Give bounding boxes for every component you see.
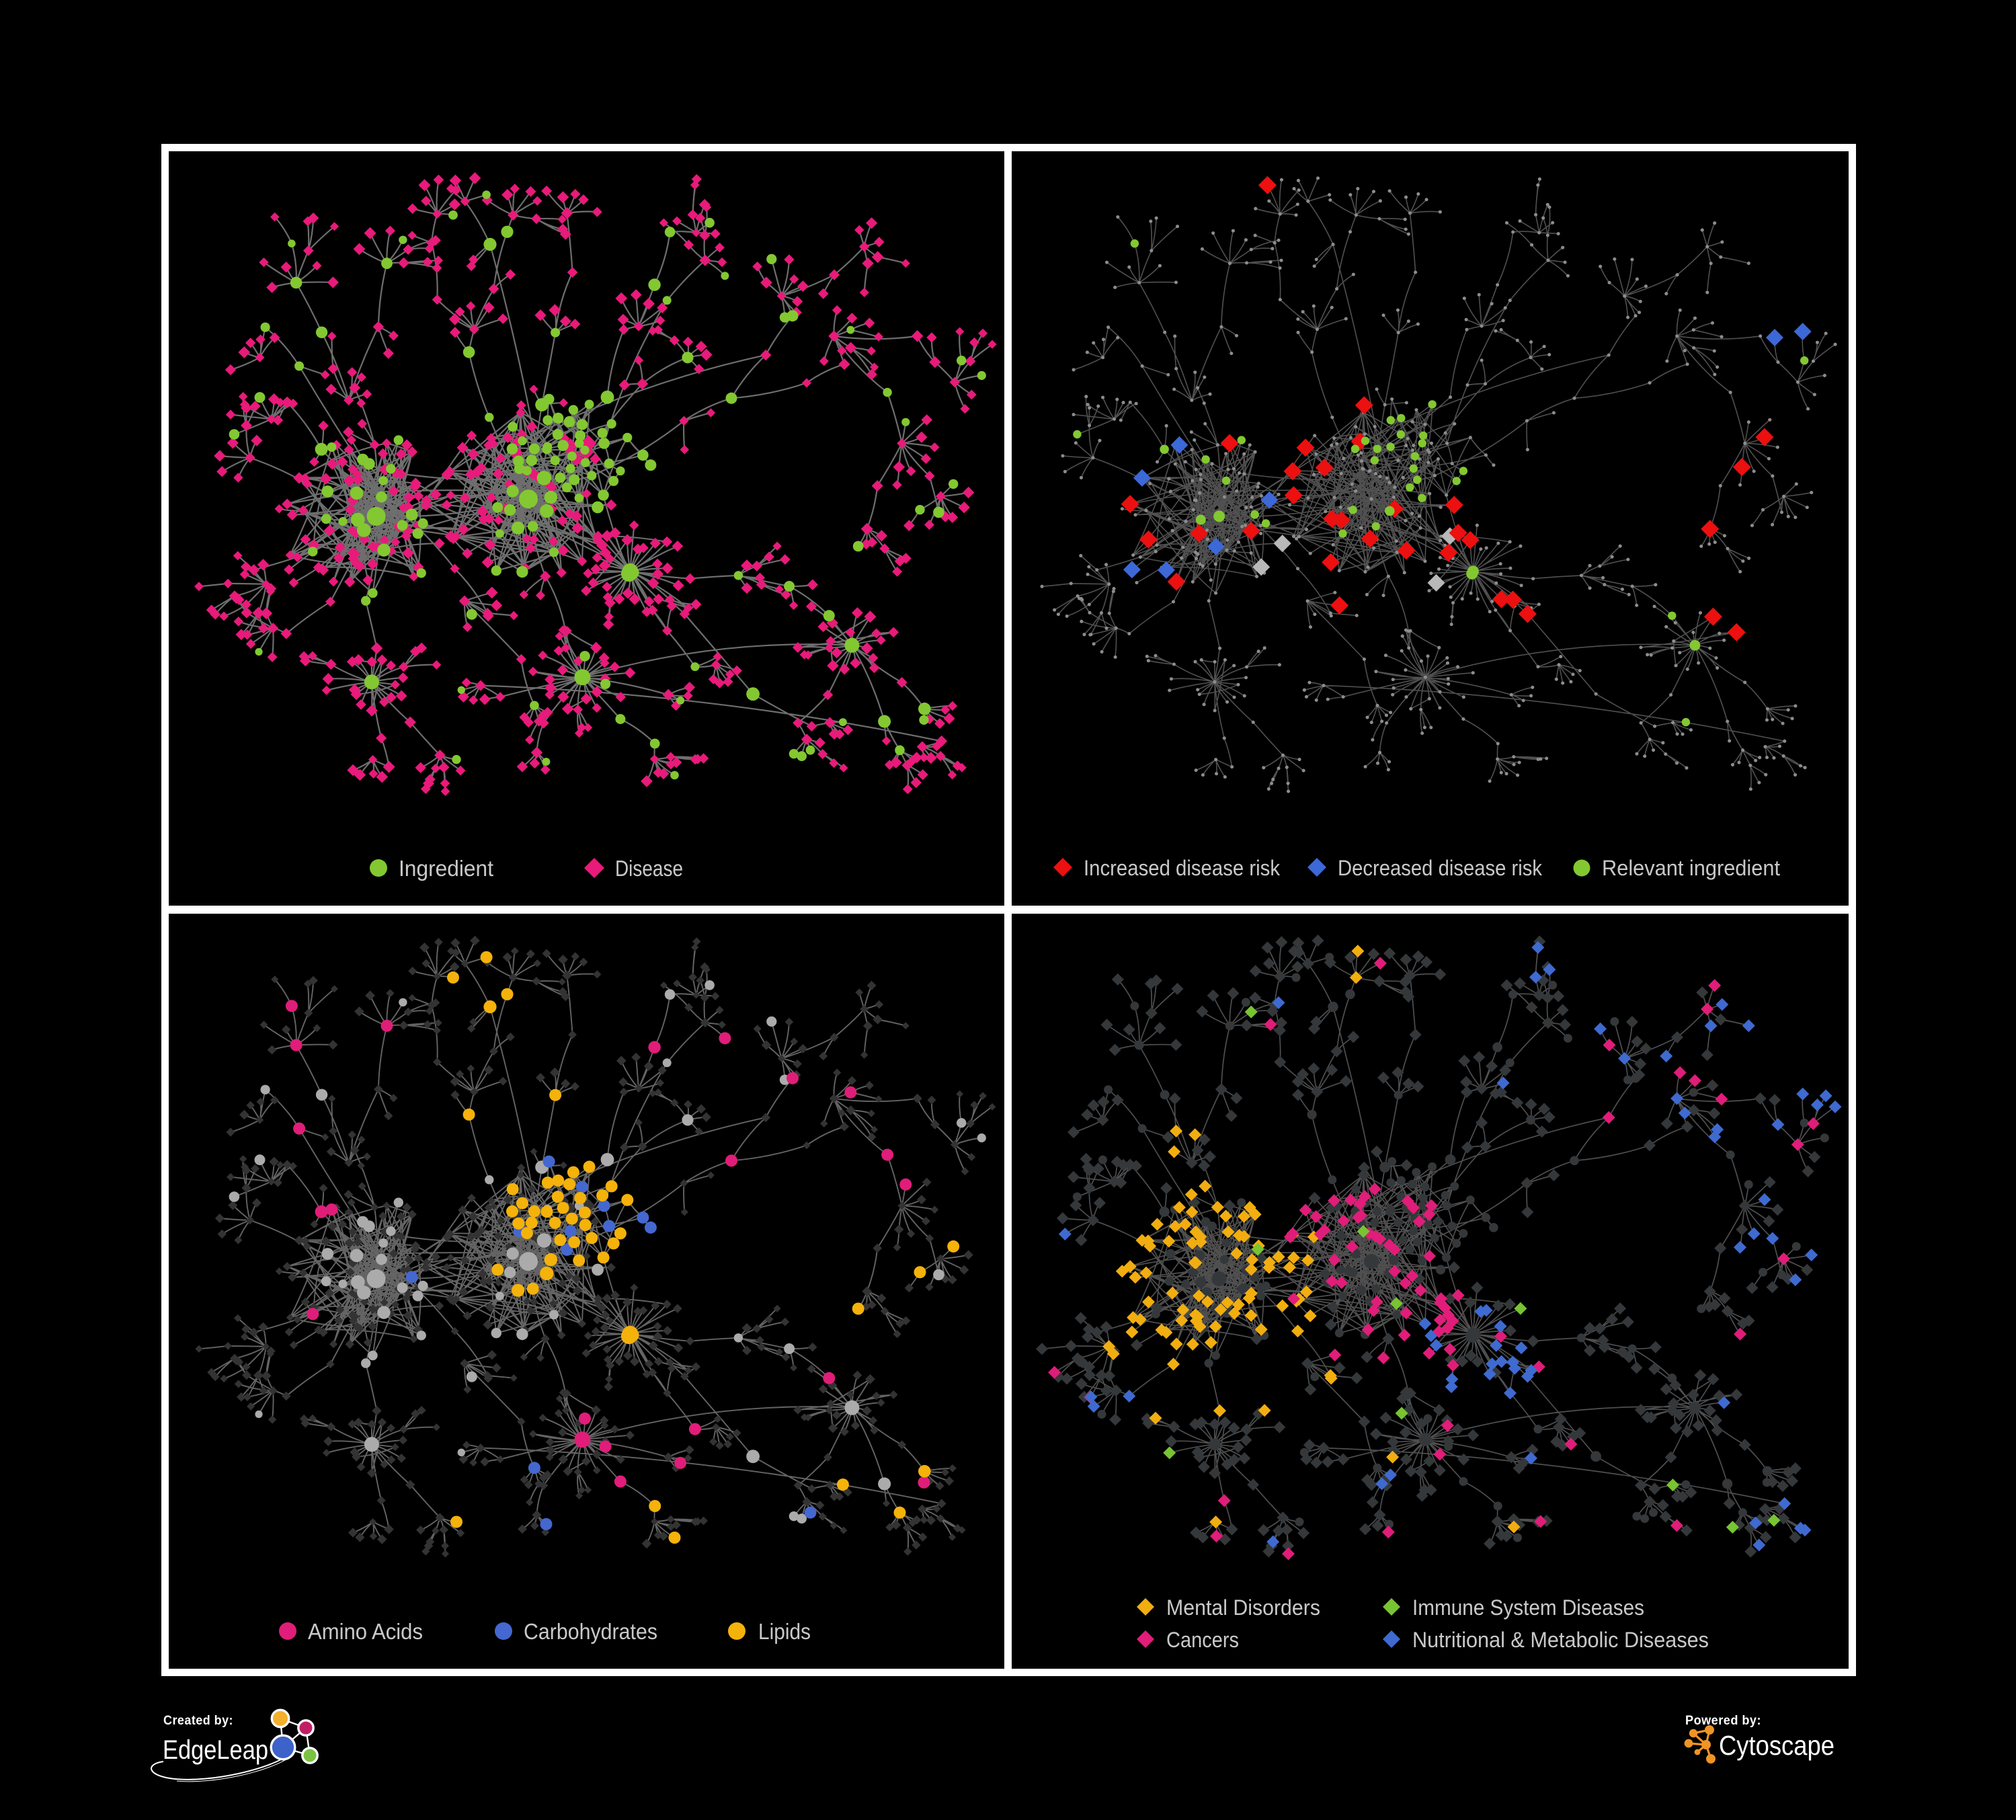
svg-text:Nutritional & Metabolic Diseas: Nutritional & Metabolic Diseases (1412, 1628, 1709, 1652)
svg-text:Amino Acids: Amino Acids (308, 1619, 423, 1644)
svg-text:Powered by:: Powered by: (1685, 1714, 1761, 1728)
svg-text:Carbohydrates: Carbohydrates (524, 1619, 657, 1644)
svg-text:Immune System Diseases: Immune System Diseases (1412, 1595, 1644, 1620)
svg-text:Cytoscape: Cytoscape (1719, 1730, 1834, 1761)
svg-text:Lipids: Lipids (758, 1619, 811, 1644)
svg-text:Decreased disease risk: Decreased disease risk (1338, 856, 1543, 880)
svg-text:Increased disease risk: Increased disease risk (1084, 856, 1281, 880)
svg-text:Cancers: Cancers (1166, 1628, 1239, 1652)
svg-text:Created by:: Created by: (163, 1714, 233, 1728)
svg-text:Ingredient: Ingredient (399, 856, 493, 881)
svg-text:EdgeLeap: EdgeLeap (163, 1735, 268, 1765)
svg-text:Disease: Disease (615, 856, 683, 881)
svg-text:Mental Disorders: Mental Disorders (1166, 1595, 1320, 1620)
svg-text:Relevant ingredient: Relevant ingredient (1602, 856, 1780, 880)
